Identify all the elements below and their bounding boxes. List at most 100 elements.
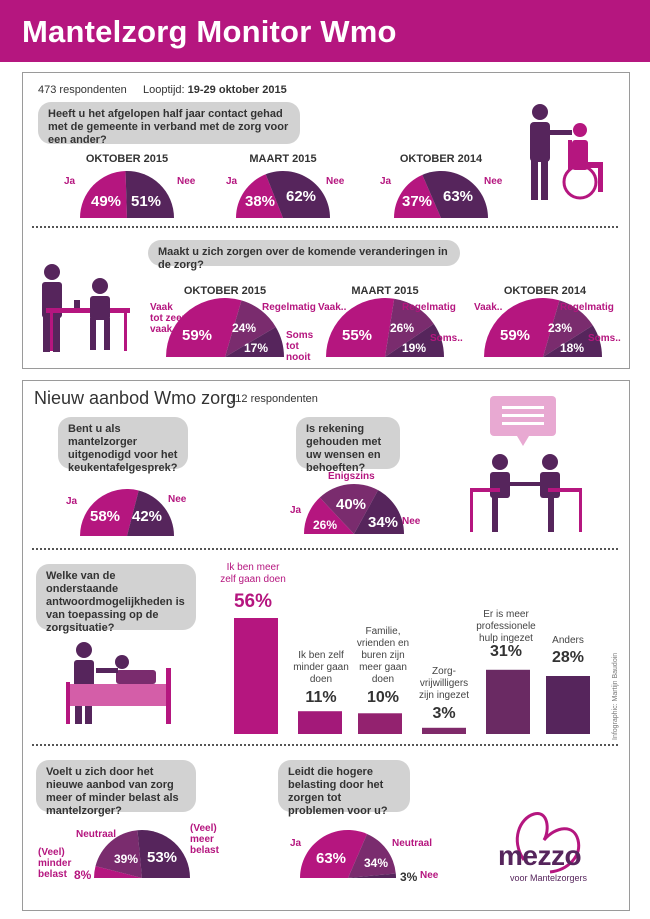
- period-value: 19-29 oktober 2015: [187, 84, 287, 96]
- semi-donut-chart: [394, 171, 488, 218]
- period: Looptijd: 19-29 oktober 2015: [143, 84, 287, 96]
- meer-label: (Veel) meer belast: [190, 823, 219, 856]
- bar-6: [546, 676, 590, 734]
- mid-segment: [319, 484, 379, 534]
- logo-name: mezzo: [498, 840, 582, 871]
- logo-swirl-icon: [515, 812, 581, 874]
- question-6-bubble: Voelt u zich door het nieuwe aanbod van …: [36, 760, 196, 817]
- ja-segment: [300, 830, 368, 878]
- segment-c: [385, 323, 444, 357]
- bar-pct-2: 11%: [305, 689, 337, 706]
- percentage-c: 17%: [244, 341, 269, 355]
- section-title: Nieuw aanbod Wmo zorg: [34, 388, 237, 408]
- semi-donut-chart: [236, 171, 330, 218]
- label-c: Soms tot nooit: [286, 330, 314, 363]
- nee-label: Nee: [326, 176, 345, 187]
- ja-label: Ja: [290, 838, 302, 849]
- q2-chart-title: MAART 2015: [351, 285, 419, 297]
- percentage-c: 18%: [560, 341, 585, 355]
- ja-segment: [80, 489, 139, 536]
- label-a: Vaak tot zeer vaak: [150, 302, 186, 335]
- neutraal-segment: [95, 830, 142, 878]
- bar-pct-5: 31%: [489, 643, 523, 660]
- conversation-table-icon: [470, 396, 582, 532]
- section-respondents: 112 respondenten: [230, 393, 318, 405]
- bar-pct-4: 3%: [432, 705, 456, 722]
- question-1-bubble: Heeft u het afgelopen half jaar contact …: [38, 102, 300, 146]
- percentage-b: 26%: [390, 321, 415, 335]
- nee-percentage: 51%: [131, 193, 162, 210]
- ja-label: Ja: [226, 176, 238, 187]
- bar-1: [234, 618, 278, 734]
- percentage-a: 59%: [500, 327, 531, 344]
- q1-chart-title: OKTOBER 2015: [85, 153, 169, 165]
- bar-pct-6: 28%: [551, 649, 585, 666]
- nee-label: Nee: [420, 870, 439, 881]
- minder-segment: [94, 866, 142, 878]
- nee-label: Nee: [177, 176, 196, 187]
- q1-chart-title: MAART 2015: [249, 153, 317, 165]
- semi-donut-chart: [166, 298, 284, 357]
- segment-a: [326, 298, 395, 357]
- label-b: Regelmatig: [560, 302, 614, 313]
- page-title: Mantelzorg Monitor Wmo: [22, 14, 397, 49]
- percentage-b: 23%: [548, 321, 573, 335]
- segment-b: [385, 298, 434, 357]
- mid-label: Enigszins: [328, 471, 375, 482]
- caregiver-bed-icon: [66, 642, 171, 724]
- bar-pct-1: 56%: [233, 591, 273, 612]
- bar-label-5: Er is meer professionele hulp ingezet: [476, 609, 536, 644]
- label-c: Soms..: [588, 333, 621, 344]
- bar-pct-3: 10%: [366, 689, 400, 706]
- ja-label: Ja: [290, 505, 302, 516]
- ja-label: Ja: [380, 176, 392, 187]
- ja-segment: [80, 171, 127, 218]
- percentage-b: 24%: [232, 321, 257, 335]
- ja-segment: [394, 174, 441, 218]
- bar-5: [486, 669, 530, 734]
- q2-chart-title: OKTOBER 2015: [183, 285, 267, 297]
- semi-donut-chart: [300, 830, 396, 878]
- nee-segment: [348, 873, 396, 878]
- question-3-bubble: Bent u als mantelzorger uitgenodigd voor…: [58, 417, 188, 474]
- ja-segment: [304, 497, 354, 534]
- neutraal-segment: [348, 833, 396, 878]
- ja-percentage: 58%: [90, 508, 121, 525]
- ja-percentage: 26%: [313, 518, 338, 532]
- percentage-a: 55%: [342, 327, 373, 344]
- minder-percentage: 8%: [74, 868, 92, 882]
- bar-label-3: Familie, vrienden en buren zijn meer gaa…: [356, 626, 410, 685]
- mid-percentage: 40%: [336, 496, 367, 513]
- bar-label-1: Ik ben meer zelf gaan doen: [220, 562, 286, 585]
- nee-percentage: 34%: [368, 514, 399, 531]
- label-c: Soms..: [430, 333, 463, 344]
- divider: [32, 226, 618, 228]
- percentage-c: 19%: [402, 341, 427, 355]
- q2-chart-title: OKTOBER 2014: [503, 285, 587, 297]
- neutraal-label: Neutraal: [392, 838, 433, 849]
- segment-c: [543, 325, 602, 357]
- nee-percentage: 63%: [443, 188, 474, 205]
- segment-a: [166, 298, 242, 357]
- logo-tagline: voor Mantelzorgers: [510, 873, 588, 883]
- bar-label-4: Zorg-vrijwilligers zijn ingezet: [418, 666, 470, 701]
- nee-segment: [127, 490, 174, 536]
- semi-donut-chart: [304, 484, 404, 534]
- question-5-bubble: Welke van de onderstaande antwoordmogeli…: [36, 564, 196, 634]
- bar-label-6: Anders: [552, 635, 584, 646]
- header-bar: Mantelzorg Monitor Wmo: [0, 0, 650, 62]
- ja-percentage: 37%: [402, 193, 433, 210]
- respondents-count: 473 respondenten: [38, 84, 127, 96]
- wheelchair-person-icon: [530, 104, 603, 200]
- label-b: Regelmatig: [262, 302, 316, 313]
- ja-percentage: 63%: [316, 850, 347, 867]
- bar-3: [358, 713, 402, 734]
- semi-donut-chart: [94, 830, 190, 878]
- question-4-bubble: Is rekening gehouden met uw wensen en be…: [296, 417, 400, 474]
- label-a: Vaak..: [474, 302, 503, 313]
- percentage-a: 59%: [182, 327, 213, 344]
- credit-text: Infographic: Martijn Baudoin: [612, 652, 619, 740]
- ja-segment: [236, 174, 283, 218]
- label-a: Vaak..: [318, 302, 347, 313]
- semi-donut-chart: [326, 298, 444, 357]
